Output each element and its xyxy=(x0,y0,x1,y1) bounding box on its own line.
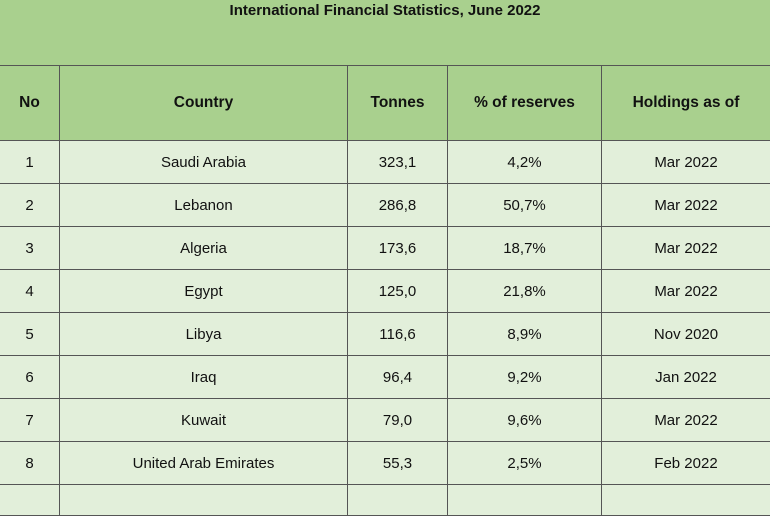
table-cell: 125,0 xyxy=(348,270,448,313)
title: International Financial Statistics, June… xyxy=(230,2,541,19)
empty-cell xyxy=(602,485,770,516)
table-cell: 5 xyxy=(0,313,60,356)
table-cell: Mar 2022 xyxy=(602,141,770,184)
table-cell: Iraq xyxy=(60,356,348,399)
column-header: No xyxy=(0,66,60,141)
table-cell: United Arab Emirates xyxy=(60,442,348,485)
table-cell: 8 xyxy=(0,442,60,485)
table-cell: Egypt xyxy=(60,270,348,313)
table-cell: 3 xyxy=(0,227,60,270)
table-cell: 55,3 xyxy=(348,442,448,485)
table-cell: 18,7% xyxy=(448,227,602,270)
filler-row xyxy=(0,485,770,516)
empty-cell xyxy=(60,485,348,516)
page: International Financial Statistics, June… xyxy=(0,0,770,500)
table-cell: 2 xyxy=(0,184,60,227)
table-cell: Mar 2022 xyxy=(602,399,770,442)
table-cell: 21,8% xyxy=(448,270,602,313)
table-cell: Algeria xyxy=(60,227,348,270)
table-cell: Libya xyxy=(60,313,348,356)
table-cell: 286,8 xyxy=(348,184,448,227)
table-cell: 323,1 xyxy=(348,141,448,184)
table-cell: Feb 2022 xyxy=(602,442,770,485)
title-band: International Financial Statistics, June… xyxy=(0,0,770,65)
empty-cell xyxy=(348,485,448,516)
table-cell: 116,6 xyxy=(348,313,448,356)
table-cell: 6 xyxy=(0,356,60,399)
table-cell: Mar 2022 xyxy=(602,227,770,270)
table-cell: Nov 2020 xyxy=(602,313,770,356)
table-cell: 173,6 xyxy=(348,227,448,270)
table-cell: 8,9% xyxy=(448,313,602,356)
table-cell: 4 xyxy=(0,270,60,313)
table-cell: 50,7% xyxy=(448,184,602,227)
table-cell: Saudi Arabia xyxy=(60,141,348,184)
table-cell: Lebanon xyxy=(60,184,348,227)
table-cell: 2,5% xyxy=(448,442,602,485)
table-cell: 96,4 xyxy=(348,356,448,399)
empty-cell xyxy=(448,485,602,516)
table-cell: 79,0 xyxy=(348,399,448,442)
table-cell: 9,2% xyxy=(448,356,602,399)
table-cell: Mar 2022 xyxy=(602,184,770,227)
table-cell: 1 xyxy=(0,141,60,184)
table-cell: 7 xyxy=(0,399,60,442)
column-header: Tonnes xyxy=(348,66,448,141)
table-cell: Mar 2022 xyxy=(602,270,770,313)
empty-cell xyxy=(0,485,60,516)
column-header: Country xyxy=(60,66,348,141)
table-cell: 9,6% xyxy=(448,399,602,442)
column-header: % of reserves xyxy=(448,66,602,141)
column-header: Holdings as of xyxy=(602,66,770,141)
table-cell: Kuwait xyxy=(60,399,348,442)
table-cell: 4,2% xyxy=(448,141,602,184)
table-cell: Jan 2022 xyxy=(602,356,770,399)
